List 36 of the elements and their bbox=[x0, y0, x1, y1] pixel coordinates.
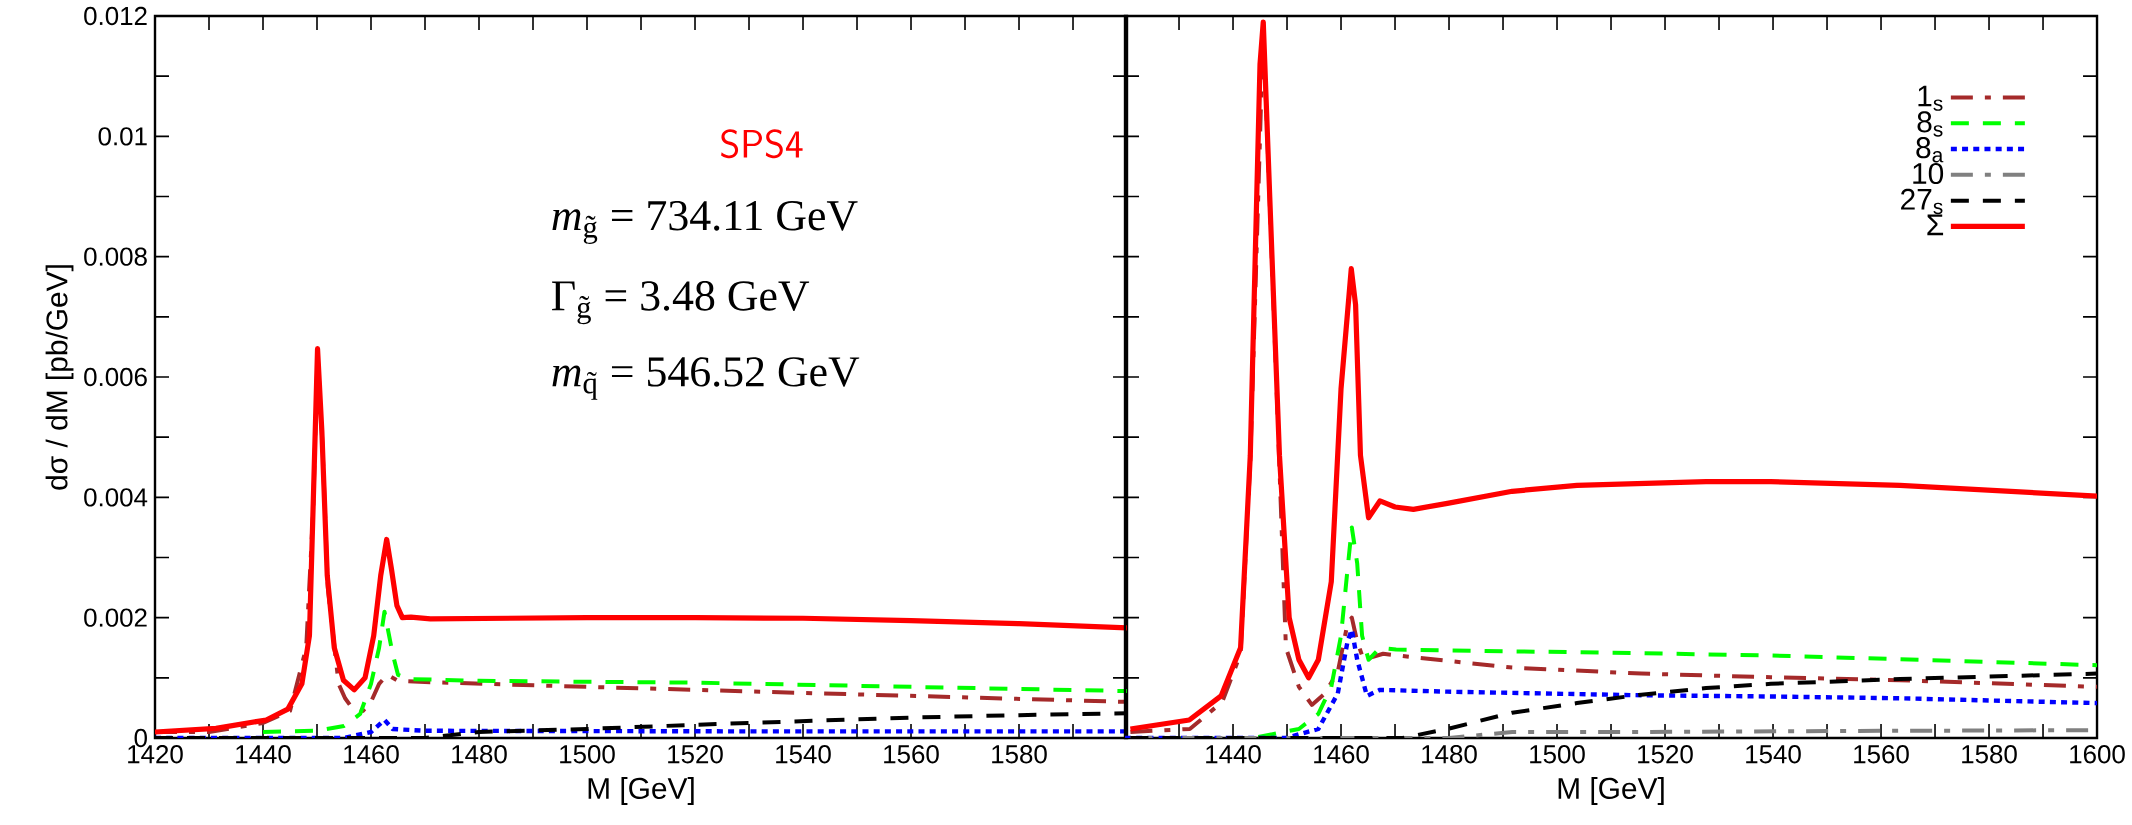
x-tick-label: 1460 bbox=[1314, 745, 1369, 764]
y-tick-label: 0.004 bbox=[84, 488, 148, 507]
x-tick-label: 1440 bbox=[1206, 745, 1261, 764]
x-tick-label: 1580 bbox=[992, 745, 1047, 764]
x-tick-label: 1520 bbox=[668, 745, 723, 764]
x-axis-title: M [GeV] bbox=[588, 777, 694, 805]
annotation: SPS4 bbox=[721, 129, 803, 159]
y-tick-label: 0.01 bbox=[98, 127, 147, 146]
y-tick-label: 0.008 bbox=[84, 247, 147, 266]
x-tick-label: 1600 bbox=[2070, 745, 2125, 764]
legend-label: 1$_{s}$ bbox=[1918, 85, 1943, 111]
x-axis-title: M [GeV] bbox=[1558, 777, 1664, 805]
x-tick-label: 1520 bbox=[1638, 745, 1693, 764]
x-tick-label: 1440 bbox=[236, 745, 291, 764]
legend-label: 8$_{a}$ bbox=[1916, 137, 1944, 163]
x-tick-label: 1560 bbox=[884, 745, 939, 764]
x-tick-label: 1580 bbox=[1962, 745, 2017, 764]
x-tick-label: 1500 bbox=[1530, 745, 1585, 764]
x-tick-label: 1460 bbox=[344, 745, 399, 764]
y-tick-label: 0.002 bbox=[84, 608, 147, 627]
legend-label: 27$_{s}$ bbox=[1901, 188, 1943, 215]
x-tick-label: 1480 bbox=[1422, 745, 1477, 764]
y-axis-title: dσ / dM [pb/GeV] bbox=[45, 265, 74, 490]
legend-label: 10 bbox=[1913, 162, 1944, 185]
annotation: m$_{g̃}$ = 734.11 GeV bbox=[552, 200, 858, 244]
annotation: m$_{q̃}$ = 546.52 GeV bbox=[552, 357, 860, 400]
y-tick-label: 0.012 bbox=[84, 6, 147, 26]
legend-label: 8$_{s}$ bbox=[1917, 111, 1943, 137]
legend-label: Σ bbox=[1927, 214, 1944, 236]
x-tick-label: 1540 bbox=[776, 745, 831, 764]
x-tick-label: 1540 bbox=[1746, 745, 1801, 764]
x-tick-label: 1480 bbox=[452, 745, 507, 764]
x-tick-label: 1560 bbox=[1854, 745, 1909, 764]
x-tick-label: 1500 bbox=[560, 745, 615, 764]
y-tick-label: 0.006 bbox=[84, 367, 147, 387]
annotation: Γ$_{g̃}$ = 3.48 GeV bbox=[552, 281, 810, 325]
